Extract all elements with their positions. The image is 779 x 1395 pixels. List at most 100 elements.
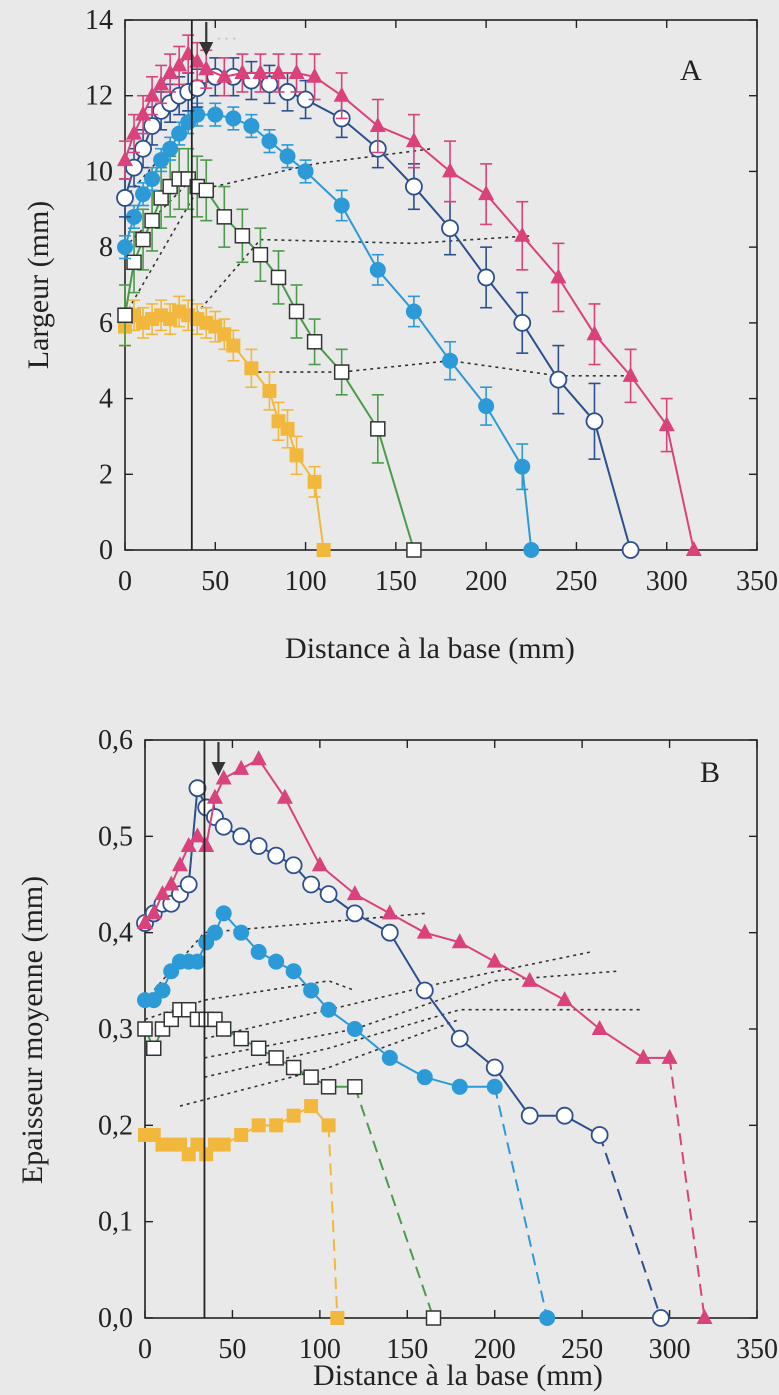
data-point-open-circle xyxy=(477,268,496,287)
data-point-open-circle xyxy=(345,904,364,923)
y-tick-label: 0,4 xyxy=(98,918,133,949)
data-point-square xyxy=(234,1127,249,1142)
data-point-circle xyxy=(320,1001,337,1018)
panel-b-plot-area xyxy=(144,739,758,1319)
data-point-circle xyxy=(416,1069,433,1086)
data-point-triangle xyxy=(346,885,363,901)
data-point-triangle xyxy=(270,64,287,79)
data-point-triangle xyxy=(216,67,233,83)
series-line xyxy=(124,113,533,551)
data-point-circle xyxy=(243,118,260,134)
data-point-circle xyxy=(369,261,386,278)
panel-b-series xyxy=(136,750,713,1327)
data-point-square xyxy=(262,384,277,398)
x-tick-label: 100 xyxy=(299,1334,341,1365)
y-tick-label: 2 xyxy=(99,459,113,490)
data-point-open-square xyxy=(126,254,142,271)
series-dashed-line xyxy=(493,1086,549,1319)
panel-a-xlabel: Distance à la base (mm) xyxy=(285,632,575,665)
data-point-open-circle xyxy=(319,885,338,904)
panel-a-ticks: 0 50 100 150 200 250 300 350 0 2 4 6 8 10 12 14 xyxy=(85,5,778,597)
data-point-open-square xyxy=(145,1040,162,1057)
data-point-circle xyxy=(189,953,206,970)
data-point-triangle xyxy=(591,1020,608,1035)
data-point-triangle xyxy=(163,875,180,891)
y-tick-label: 6 xyxy=(99,308,113,339)
data-point-open-circle xyxy=(585,412,604,431)
data-point-circle xyxy=(279,148,296,165)
data-point-open-circle xyxy=(249,837,268,855)
data-point-square xyxy=(217,327,232,342)
series-triangle-filled xyxy=(117,34,702,556)
data-point-open-square xyxy=(216,209,233,225)
y-tick-label: 0,3 xyxy=(98,1014,133,1045)
y-tick-label: 0 xyxy=(99,535,113,566)
data-point-triangle xyxy=(234,64,251,79)
x-tick-label: 150 xyxy=(386,1334,428,1365)
data-point-open-circle xyxy=(651,1309,670,1327)
data-point-open-square xyxy=(144,212,160,229)
y-tick-label: 0,1 xyxy=(98,1207,133,1238)
data-point-open-square xyxy=(268,1050,284,1066)
data-point-open-circle xyxy=(134,139,152,158)
down-arrow-icon xyxy=(199,42,214,56)
x-tick-label: 250 xyxy=(555,566,597,597)
dotted-connector-line xyxy=(144,912,425,1001)
panel-a-series xyxy=(116,34,702,559)
dotted-connector-line xyxy=(204,1008,644,1078)
data-point-triangle xyxy=(333,86,350,102)
series-line xyxy=(124,52,695,551)
data-point-circle xyxy=(135,186,152,203)
data-point-triangle xyxy=(586,325,603,341)
data-point-triangle xyxy=(276,788,293,804)
background-page-text: … xyxy=(215,20,238,45)
panel-b-xlabel: Distance à la base (mm) xyxy=(313,1359,603,1392)
data-point-open-circle xyxy=(284,856,303,875)
data-point-square xyxy=(244,361,259,376)
data-point-square xyxy=(321,1118,336,1133)
data-point-open-circle xyxy=(260,75,279,94)
data-point-triangle xyxy=(206,788,223,804)
data-point-square xyxy=(304,1099,319,1114)
data-point-triangle xyxy=(451,933,468,949)
data-point-triangle xyxy=(135,105,152,121)
data-point-open-square xyxy=(153,190,169,206)
x-tick-label: 0 xyxy=(118,566,132,597)
x-tick-label: 50 xyxy=(201,566,229,597)
x-tick-label: 350 xyxy=(736,566,778,597)
data-point-triangle xyxy=(685,541,702,556)
panel-b-chart: 0 50 100 150 200 250 300 350 0,0 0,1 0,2 0,3 0,4 0,5 0… xyxy=(16,725,778,1392)
data-point-triangle xyxy=(252,64,269,79)
data-point-triangle xyxy=(189,52,206,68)
panel-a-ylabel: Largeur (mm) xyxy=(22,201,55,370)
data-point-triangle xyxy=(144,86,161,102)
y-tick-label: 0,6 xyxy=(98,725,133,756)
down-arrow-icon xyxy=(211,762,226,776)
y-tick-label: 0,5 xyxy=(98,821,133,852)
data-point-triangle xyxy=(215,769,232,785)
data-point-circle xyxy=(153,152,170,169)
data-point-triangle xyxy=(250,750,267,766)
y-tick-label: 0,2 xyxy=(98,1110,133,1141)
data-point-circle xyxy=(233,924,250,941)
panel-b-label: B xyxy=(700,756,720,789)
data-point-circle xyxy=(225,110,242,127)
y-tick-label: 14 xyxy=(85,5,113,36)
data-point-open-circle xyxy=(116,189,134,207)
data-point-circle xyxy=(297,163,314,180)
data-point-open-circle xyxy=(302,875,321,894)
data-point-triangle xyxy=(311,856,328,872)
data-point-circle xyxy=(206,924,223,941)
series-line xyxy=(124,178,415,551)
data-point-open-circle xyxy=(179,875,198,894)
data-point-circle xyxy=(117,239,133,256)
data-point-square xyxy=(251,1118,266,1133)
x-tick-label: 300 xyxy=(646,566,688,597)
data-point-triangle xyxy=(696,1309,713,1324)
panel-a-chart: 0 50 100 150 200 250 300 350 0 2 4 6 8 10 12 14 A Dista… xyxy=(22,5,778,665)
y-tick-label: 4 xyxy=(99,384,113,415)
data-point-open-circle xyxy=(555,1106,574,1125)
data-point-triangle xyxy=(162,64,179,79)
data-point-circle xyxy=(250,943,267,960)
panel-b-dotted-connectors xyxy=(144,912,644,1107)
